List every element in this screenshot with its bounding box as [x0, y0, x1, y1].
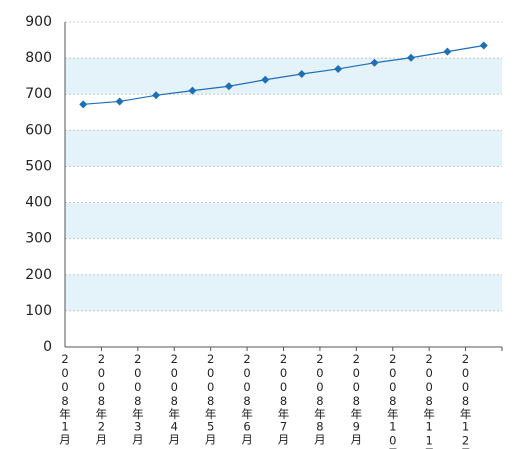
band: [65, 274, 502, 311]
y-tick-label: 700: [25, 86, 52, 102]
band: [65, 130, 502, 167]
x-tick-label: 2008年6月: [240, 352, 254, 445]
band: [65, 202, 502, 239]
x-tick-label: 2008年11月: [422, 352, 436, 449]
x-tick-label: 2008年1月: [58, 352, 72, 445]
x-tick-label: 2008年2月: [94, 352, 108, 445]
point: [370, 58, 379, 67]
y-tick-label: 300: [25, 231, 52, 247]
point: [261, 75, 270, 84]
y-tick-label: 400: [25, 195, 52, 211]
point: [334, 64, 343, 73]
y-tick-label: 0: [43, 339, 52, 355]
point: [79, 100, 88, 109]
point: [188, 86, 197, 95]
point: [406, 53, 415, 62]
point: [443, 47, 452, 56]
y-tick-label: 900: [25, 14, 52, 30]
point: [115, 97, 124, 106]
y-tick-label: 200: [25, 267, 52, 283]
point: [479, 41, 488, 50]
point: [224, 82, 233, 91]
x-tick-label: 2008年7月: [277, 352, 291, 445]
point: [297, 70, 306, 78]
x-tick-label: 2008年4月: [167, 352, 181, 445]
x-tick-label: 2008年3月: [131, 352, 145, 445]
x-tick-label: 2008年12月: [459, 352, 473, 449]
y-tick-label: 500: [25, 158, 52, 174]
line: [83, 44, 484, 105]
y-tick-label: 800: [25, 50, 52, 66]
band: [65, 58, 502, 95]
x-tick-label: 2008年9月: [349, 352, 363, 445]
x-tick-label: 2008年5月: [204, 352, 218, 445]
x-tick-label: 2008年8月: [313, 352, 327, 445]
y-tick-label: 600: [25, 122, 52, 138]
x-tick-label: 2008年10月: [386, 352, 400, 449]
y-tick-label: 100: [25, 303, 52, 319]
point: [152, 91, 161, 100]
